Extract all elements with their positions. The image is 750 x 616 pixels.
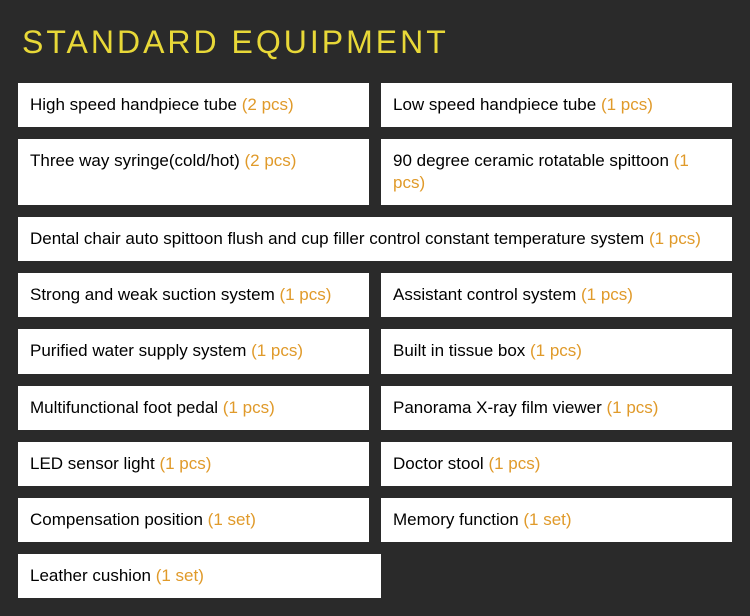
equipment-qty: (2 pcs): [244, 151, 296, 170]
equipment-label: 90 degree ceramic rotatable spittoon: [393, 151, 674, 170]
equipment-qty: (1 pcs): [279, 285, 331, 304]
equipment-cell-2-full: Dental chair auto spittoon flush and cup…: [18, 217, 732, 261]
equipment-cell-5-right: Panorama X-ray film viewer (1 pcs): [381, 386, 732, 430]
equipment-label: Multifunctional foot pedal: [30, 398, 223, 417]
equipment-cell-3-right: Assistant control system (1 pcs): [381, 273, 732, 317]
equipment-row: Compensation position (1 set)Memory func…: [18, 498, 732, 542]
equipment-label: Purified water supply system: [30, 341, 251, 360]
equipment-row: Leather cushion (1 set): [18, 554, 732, 598]
equipment-label: Dental chair auto spittoon flush and cup…: [30, 229, 649, 248]
equipment-label: Built in tissue box: [393, 341, 530, 360]
equipment-label: Panorama X-ray film viewer: [393, 398, 607, 417]
equipment-qty: (1 pcs): [159, 454, 211, 473]
equipment-qty: (1 set): [156, 566, 204, 585]
equipment-cell-4-left: Purified water supply system (1 pcs): [18, 329, 369, 373]
equipment-cell-3-left: Strong and weak suction system (1 pcs): [18, 273, 369, 317]
equipment-grid: High speed handpiece tube (2 pcs) Low spe…: [18, 83, 732, 598]
equipment-row: High speed handpiece tube (2 pcs) Low spe…: [18, 83, 732, 127]
equipment-row: Dental chair auto spittoon flush and cup…: [18, 217, 732, 261]
equipment-qty: (1 pcs): [251, 341, 303, 360]
equipment-label: Compensation position: [30, 510, 208, 529]
spacer: [393, 554, 732, 598]
equipment-label: Strong and weak suction system: [30, 285, 279, 304]
equipment-qty: (1 pcs): [223, 398, 275, 417]
equipment-label: Three way syringe(cold/hot): [30, 151, 244, 170]
equipment-row: LED sensor light (1 pcs)Doctor stool (1 …: [18, 442, 732, 486]
equipment-qty: (1 set): [208, 510, 256, 529]
equipment-cell-6-left: LED sensor light (1 pcs): [18, 442, 369, 486]
equipment-row: Strong and weak suction system (1 pcs)As…: [18, 273, 732, 317]
equipment-qty: (1 pcs): [649, 229, 701, 248]
equipment-cell-5-left: Multifunctional foot pedal (1 pcs): [18, 386, 369, 430]
equipment-label: Doctor stool: [393, 454, 488, 473]
equipment-label: High speed handpiece tube: [30, 95, 242, 114]
equipment-cell-7-right: Memory function (1 set): [381, 498, 732, 542]
equipment-qty: (1 pcs): [530, 341, 582, 360]
equipment-cell-4-right: Built in tissue box (1 pcs): [381, 329, 732, 373]
equipment-label: Leather cushion: [30, 566, 156, 585]
equipment-qty: (1 pcs): [488, 454, 540, 473]
equipment-cell-1-left: Three way syringe(cold/hot) (2 pcs): [18, 139, 369, 205]
equipment-qty: (2 pcs): [242, 95, 294, 114]
equipment-cell-1-right: 90 degree ceramic rotatable spittoon (1 …: [381, 139, 732, 205]
panel-title: STANDARD EQUIPMENT: [22, 24, 732, 61]
equipment-cell-8-left: Leather cushion (1 set): [18, 554, 381, 598]
equipment-cell-7-left: Compensation position (1 set): [18, 498, 369, 542]
equipment-qty: (1 pcs): [601, 95, 653, 114]
equipment-qty: (1 set): [523, 510, 571, 529]
equipment-label: Memory function: [393, 510, 523, 529]
equipment-panel: STANDARD EQUIPMENT High speed handpiece …: [0, 0, 750, 616]
equipment-label: Assistant control system: [393, 285, 581, 304]
equipment-qty: (1 pcs): [607, 398, 659, 417]
equipment-cell-6-right: Doctor stool (1 pcs): [381, 442, 732, 486]
equipment-label: Low speed handpiece tube: [393, 95, 601, 114]
equipment-row: Three way syringe(cold/hot) (2 pcs)90 de…: [18, 139, 732, 205]
equipment-cell-0-left: High speed handpiece tube (2 pcs): [18, 83, 369, 127]
equipment-row: Multifunctional foot pedal (1 pcs)Panora…: [18, 386, 732, 430]
equipment-row: Purified water supply system (1 pcs)Buil…: [18, 329, 732, 373]
equipment-cell-0-right: Low speed handpiece tube (1 pcs): [381, 83, 732, 127]
equipment-label: LED sensor light: [30, 454, 159, 473]
equipment-qty: (1 pcs): [581, 285, 633, 304]
